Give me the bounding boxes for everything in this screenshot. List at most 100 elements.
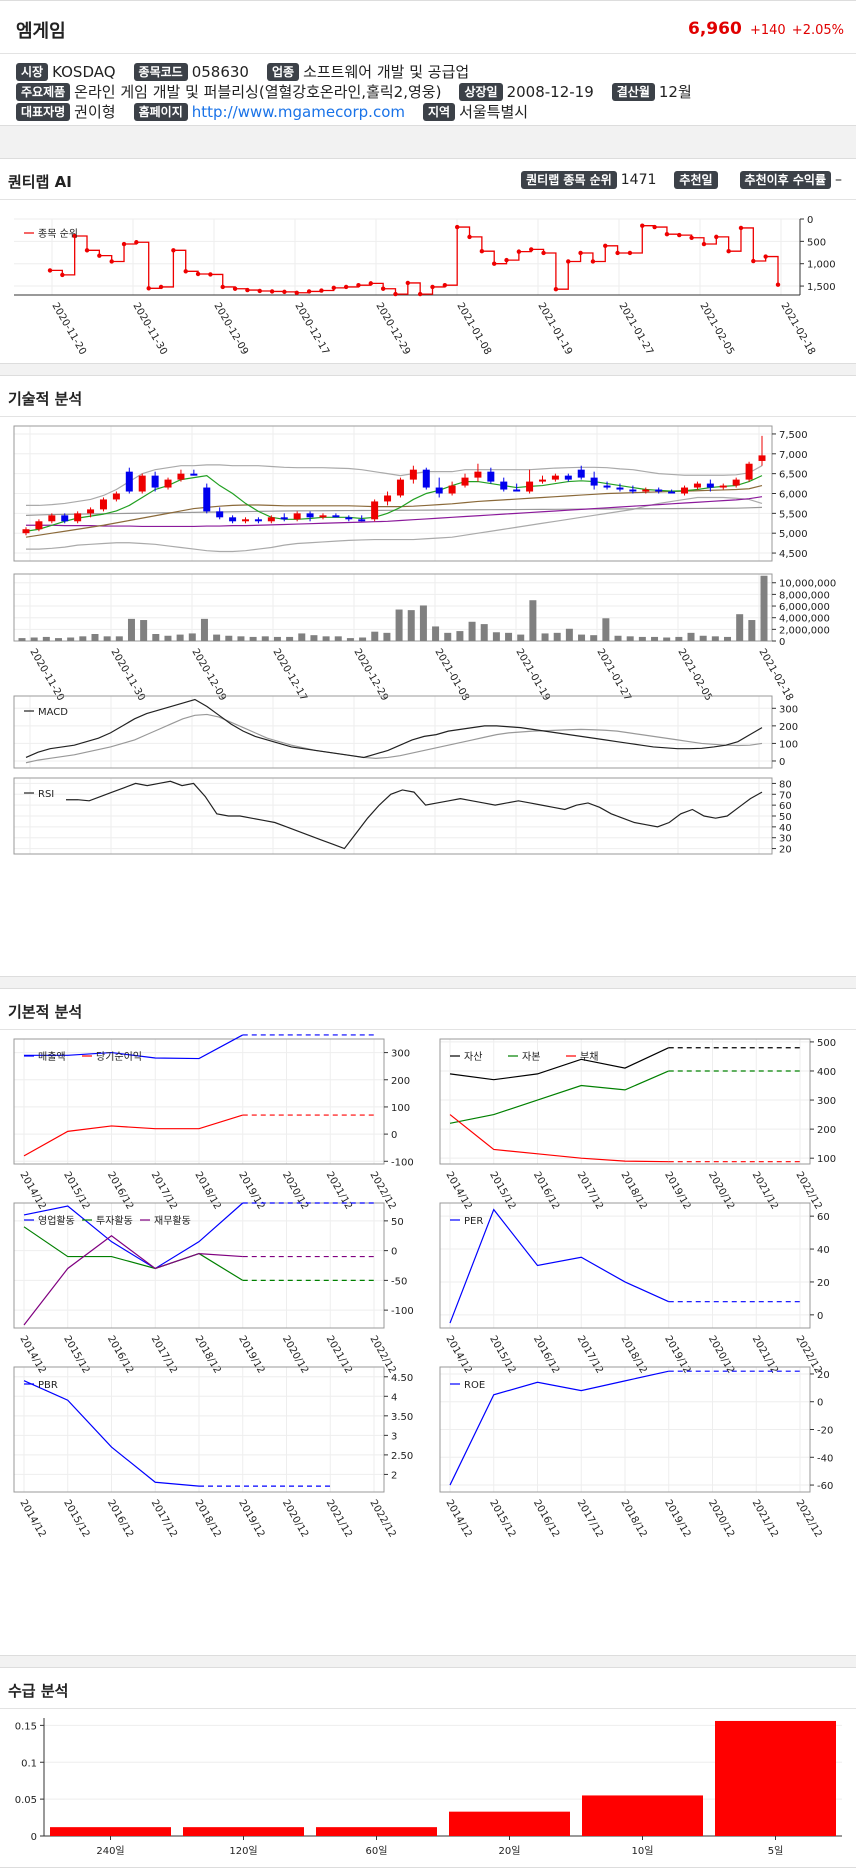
quantilab-title: 퀀티랩 AI xyxy=(8,173,72,191)
volume-bar xyxy=(395,609,403,641)
rank-ytick-label: 0 xyxy=(807,215,813,226)
volume-xtick: 2020-11-20 xyxy=(27,647,66,703)
roe-ytick-label: -40 xyxy=(817,1453,833,1464)
candle-body xyxy=(332,515,340,518)
rsi-ytick-label: 80 xyxy=(779,779,792,790)
candle-body xyxy=(422,469,430,488)
volume-bar xyxy=(407,610,415,641)
candle-body xyxy=(655,489,663,492)
rank-point xyxy=(97,253,102,258)
stock-info-card: 엠게임 6,960 +140 +2.05% 시장 KOSDAQ 종목코드 058… xyxy=(0,0,856,126)
volume-bar xyxy=(42,636,50,641)
rank-point xyxy=(738,225,744,231)
candle-body xyxy=(151,475,159,488)
rank-legend-label: 종목 순위 xyxy=(38,227,78,240)
rank-point xyxy=(183,269,188,274)
rank-point xyxy=(714,234,719,240)
candle-body xyxy=(396,479,404,496)
rank-chart: 0 500 1,000 1,500 종목 순위 2020-11-20 2020-11-30 2… xyxy=(14,215,836,357)
volume-bar xyxy=(176,634,184,641)
volume-bar xyxy=(286,636,294,641)
supply-xtick-label: 240일 xyxy=(96,1845,124,1857)
volume-ytick-label: 6,000,000 xyxy=(779,602,830,613)
rank-point xyxy=(516,249,522,254)
rsi-line xyxy=(66,780,763,850)
rsi-ytick-label: 40 xyxy=(779,823,792,834)
rsi-ytick-label: 30 xyxy=(779,834,792,845)
supply-xtick-label: 20일 xyxy=(499,1845,521,1857)
roe-ytick-label: 0 xyxy=(817,1398,823,1409)
volume-bar xyxy=(614,635,622,641)
balance-ytick-label: 500 xyxy=(817,1038,836,1049)
volume-bar xyxy=(213,634,221,641)
rank-point xyxy=(529,247,534,252)
balance-legend-label: 자본 xyxy=(522,1051,540,1063)
candle-body xyxy=(629,489,637,492)
pbr-frame xyxy=(13,1366,385,1493)
volume-bar xyxy=(565,628,573,641)
homepage-link[interactable]: http://www.mgamecorp.com xyxy=(191,102,405,121)
sales_income-series-line xyxy=(23,1114,243,1157)
rank-point xyxy=(109,259,114,264)
cashflow-series-line xyxy=(23,1226,244,1281)
macd-frame xyxy=(13,695,773,769)
rank-point xyxy=(664,232,670,237)
sales_income-xtick: 2021/12 xyxy=(324,1170,354,1211)
volume-bar xyxy=(115,636,123,641)
rank-point xyxy=(677,232,682,238)
volume-bar xyxy=(675,636,683,641)
sales_income-legend-label: 당기순이익 xyxy=(96,1051,142,1063)
supply-title: 수급 분석 xyxy=(8,1682,69,1700)
volume-xtick: 2021-02-05 xyxy=(675,647,714,703)
rank-point xyxy=(652,224,657,230)
volume-bar xyxy=(663,637,671,641)
volume-bar xyxy=(359,637,367,641)
roe-xtick: 2018/12 xyxy=(618,1498,648,1539)
volume-bar xyxy=(152,634,160,641)
roe-xtick: 2015/12 xyxy=(487,1498,517,1539)
per-xtick: 2017/12 xyxy=(575,1334,605,1375)
rank-point xyxy=(282,289,287,295)
region-value: 서울특별시 xyxy=(459,103,529,121)
candle-body xyxy=(538,479,546,482)
pbr-series-line xyxy=(23,1380,200,1487)
rank-point xyxy=(775,282,781,287)
rank-xtick: 2020-11-20 xyxy=(49,301,88,357)
volume-bar xyxy=(30,637,38,641)
market-tag: 시장 xyxy=(16,62,49,81)
industry-value: 소프트웨어 개발 및 공급업 xyxy=(303,63,470,81)
cashflow-ytick-label: -50 xyxy=(391,1276,407,1287)
cashflow-legend-label: 영업활동 xyxy=(38,1214,75,1227)
per-xtick: 2021/12 xyxy=(750,1334,780,1375)
ceo-tag: 대표자명 xyxy=(16,102,71,121)
pbr-xtick: 2019/12 xyxy=(236,1498,266,1539)
code-value: 058630 xyxy=(191,62,249,81)
rank-xtick: 2021-02-05 xyxy=(697,301,736,357)
roe-ytick-label: -60 xyxy=(817,1481,833,1492)
rank-point xyxy=(640,223,645,228)
candle-body xyxy=(87,509,95,514)
rank-point xyxy=(751,258,756,264)
volume-bar xyxy=(273,636,281,641)
rank-xtick: 2021-01-08 xyxy=(454,301,493,357)
volume-bar xyxy=(334,636,342,641)
per-xtick: 2018/12 xyxy=(618,1334,648,1375)
roe-ytick-label: -20 xyxy=(817,1426,833,1437)
cashflow-xtick: 2015/12 xyxy=(61,1334,91,1375)
fundamental-card: 기본적 분석 -100 0 100 200 300 매출액 당기순이익 2014/12 2015… xyxy=(0,988,856,1656)
rank-point xyxy=(343,284,349,290)
candle-body xyxy=(216,511,224,518)
divider xyxy=(0,199,856,200)
fiscal-value: 12월 xyxy=(658,83,692,101)
info-row-2: 주요제품 온라인 게임 개발 및 퍼블리싱(열혈강호온라인,홀릭2,영웅) 상장… xyxy=(16,81,710,102)
rank-point xyxy=(134,240,139,245)
balance-xtick: 2014/12 xyxy=(443,1170,473,1211)
roe-xtick: 2014/12 xyxy=(443,1498,473,1539)
volume-ytick-label: 10,000,000 xyxy=(779,579,836,590)
rank-point xyxy=(726,248,731,254)
volume-bar xyxy=(748,620,756,641)
rank-point xyxy=(442,282,448,288)
pbr-ytick-label: 4 xyxy=(391,1392,397,1403)
balance-xtick: 2015/12 xyxy=(487,1170,517,1211)
sales_income-ytick-label: 100 xyxy=(391,1103,410,1114)
